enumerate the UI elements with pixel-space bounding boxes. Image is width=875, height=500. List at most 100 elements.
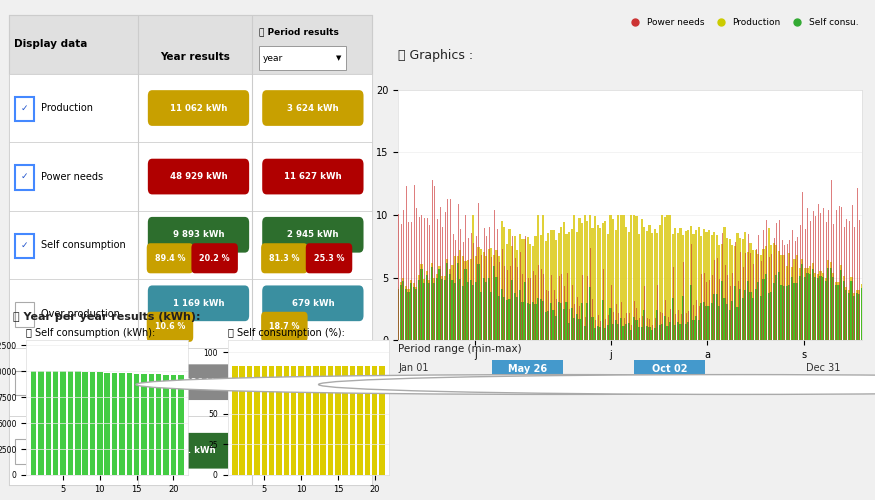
Bar	[799, 268, 801, 340]
Bar	[827, 268, 830, 340]
Bar	[586, 302, 588, 340]
Bar	[498, 256, 500, 340]
Bar	[605, 220, 606, 340]
Bar	[703, 302, 705, 340]
Bar	[664, 217, 666, 340]
Bar	[535, 236, 536, 340]
Bar	[581, 303, 583, 340]
Bar	[119, 373, 124, 475]
Bar	[594, 216, 596, 340]
Bar	[765, 274, 767, 340]
Bar	[843, 276, 845, 340]
Bar	[835, 284, 837, 340]
Bar	[487, 278, 490, 340]
Bar	[423, 278, 425, 340]
Bar	[524, 238, 526, 340]
Bar	[467, 282, 469, 340]
Bar	[656, 310, 658, 340]
Bar	[822, 277, 824, 340]
Bar	[563, 310, 565, 340]
Bar	[695, 230, 697, 340]
Bar	[9, 15, 372, 74]
Bar	[519, 234, 521, 340]
Bar	[672, 234, 674, 340]
Bar	[576, 232, 578, 340]
Bar	[240, 366, 245, 475]
Bar	[141, 374, 147, 475]
Bar	[804, 268, 806, 340]
Bar	[498, 296, 500, 340]
Text: ... kWh: ... kWh	[181, 446, 216, 455]
Text: 📅 Period results: 📅 Period results	[259, 27, 340, 36]
Bar	[15, 440, 34, 464]
Bar	[156, 374, 162, 475]
Bar	[350, 366, 355, 475]
Text: 679 kWh: 679 kWh	[291, 299, 334, 308]
Bar	[415, 290, 417, 340]
Bar	[648, 226, 650, 340]
Bar	[372, 366, 377, 475]
Bar	[697, 227, 700, 340]
Text: 11 062 kWh: 11 062 kWh	[170, 104, 228, 112]
Bar	[592, 228, 593, 340]
Bar	[788, 285, 790, 340]
Bar	[410, 282, 412, 340]
Bar	[775, 244, 778, 340]
Bar	[470, 259, 472, 340]
Bar	[490, 292, 493, 340]
Bar	[425, 272, 428, 340]
Bar	[9, 280, 372, 348]
Bar	[584, 326, 585, 340]
Bar	[791, 277, 793, 340]
Bar	[164, 376, 169, 475]
Bar	[433, 283, 436, 340]
Text: Power needs: Power needs	[41, 172, 103, 181]
Bar	[677, 322, 679, 340]
Bar	[508, 299, 511, 340]
Bar	[749, 243, 752, 340]
Bar	[737, 233, 738, 340]
Bar	[669, 322, 671, 340]
Bar	[732, 302, 733, 340]
Bar	[568, 323, 570, 340]
Bar	[365, 366, 370, 475]
Bar	[462, 256, 464, 340]
Bar	[778, 251, 780, 340]
Bar	[713, 232, 715, 340]
Bar	[667, 215, 668, 340]
Bar	[630, 330, 633, 340]
Text: ✓: ✓	[21, 240, 29, 250]
Bar	[503, 298, 506, 340]
Bar	[573, 215, 576, 340]
Text: 48 929 kWh: 48 929 kWh	[170, 172, 228, 181]
Text: Over production: Over production	[41, 308, 120, 318]
Bar	[610, 215, 612, 340]
Text: 89.4 %: 89.4 %	[155, 254, 186, 263]
Bar	[703, 229, 705, 340]
Bar	[832, 277, 835, 340]
Bar	[480, 248, 482, 340]
Bar	[807, 273, 808, 340]
Text: ✓: ✓	[21, 172, 29, 181]
Bar	[620, 318, 622, 340]
Bar	[473, 215, 474, 340]
Bar	[845, 290, 847, 340]
Bar	[415, 288, 417, 340]
Bar	[840, 270, 843, 340]
Bar	[627, 232, 630, 340]
Bar	[584, 215, 585, 340]
Bar	[454, 256, 456, 340]
Bar	[500, 289, 503, 340]
FancyBboxPatch shape	[262, 286, 363, 321]
FancyBboxPatch shape	[262, 364, 363, 400]
Text: 🏠 Self consumption (kWh):: 🏠 Self consumption (kWh):	[26, 328, 156, 338]
Bar	[465, 261, 466, 340]
Bar	[134, 374, 139, 475]
Bar	[305, 366, 312, 475]
Bar	[452, 280, 453, 340]
Bar	[557, 302, 560, 340]
Bar	[547, 233, 550, 340]
Bar	[413, 286, 415, 340]
Bar	[15, 166, 34, 190]
Bar	[592, 316, 593, 340]
